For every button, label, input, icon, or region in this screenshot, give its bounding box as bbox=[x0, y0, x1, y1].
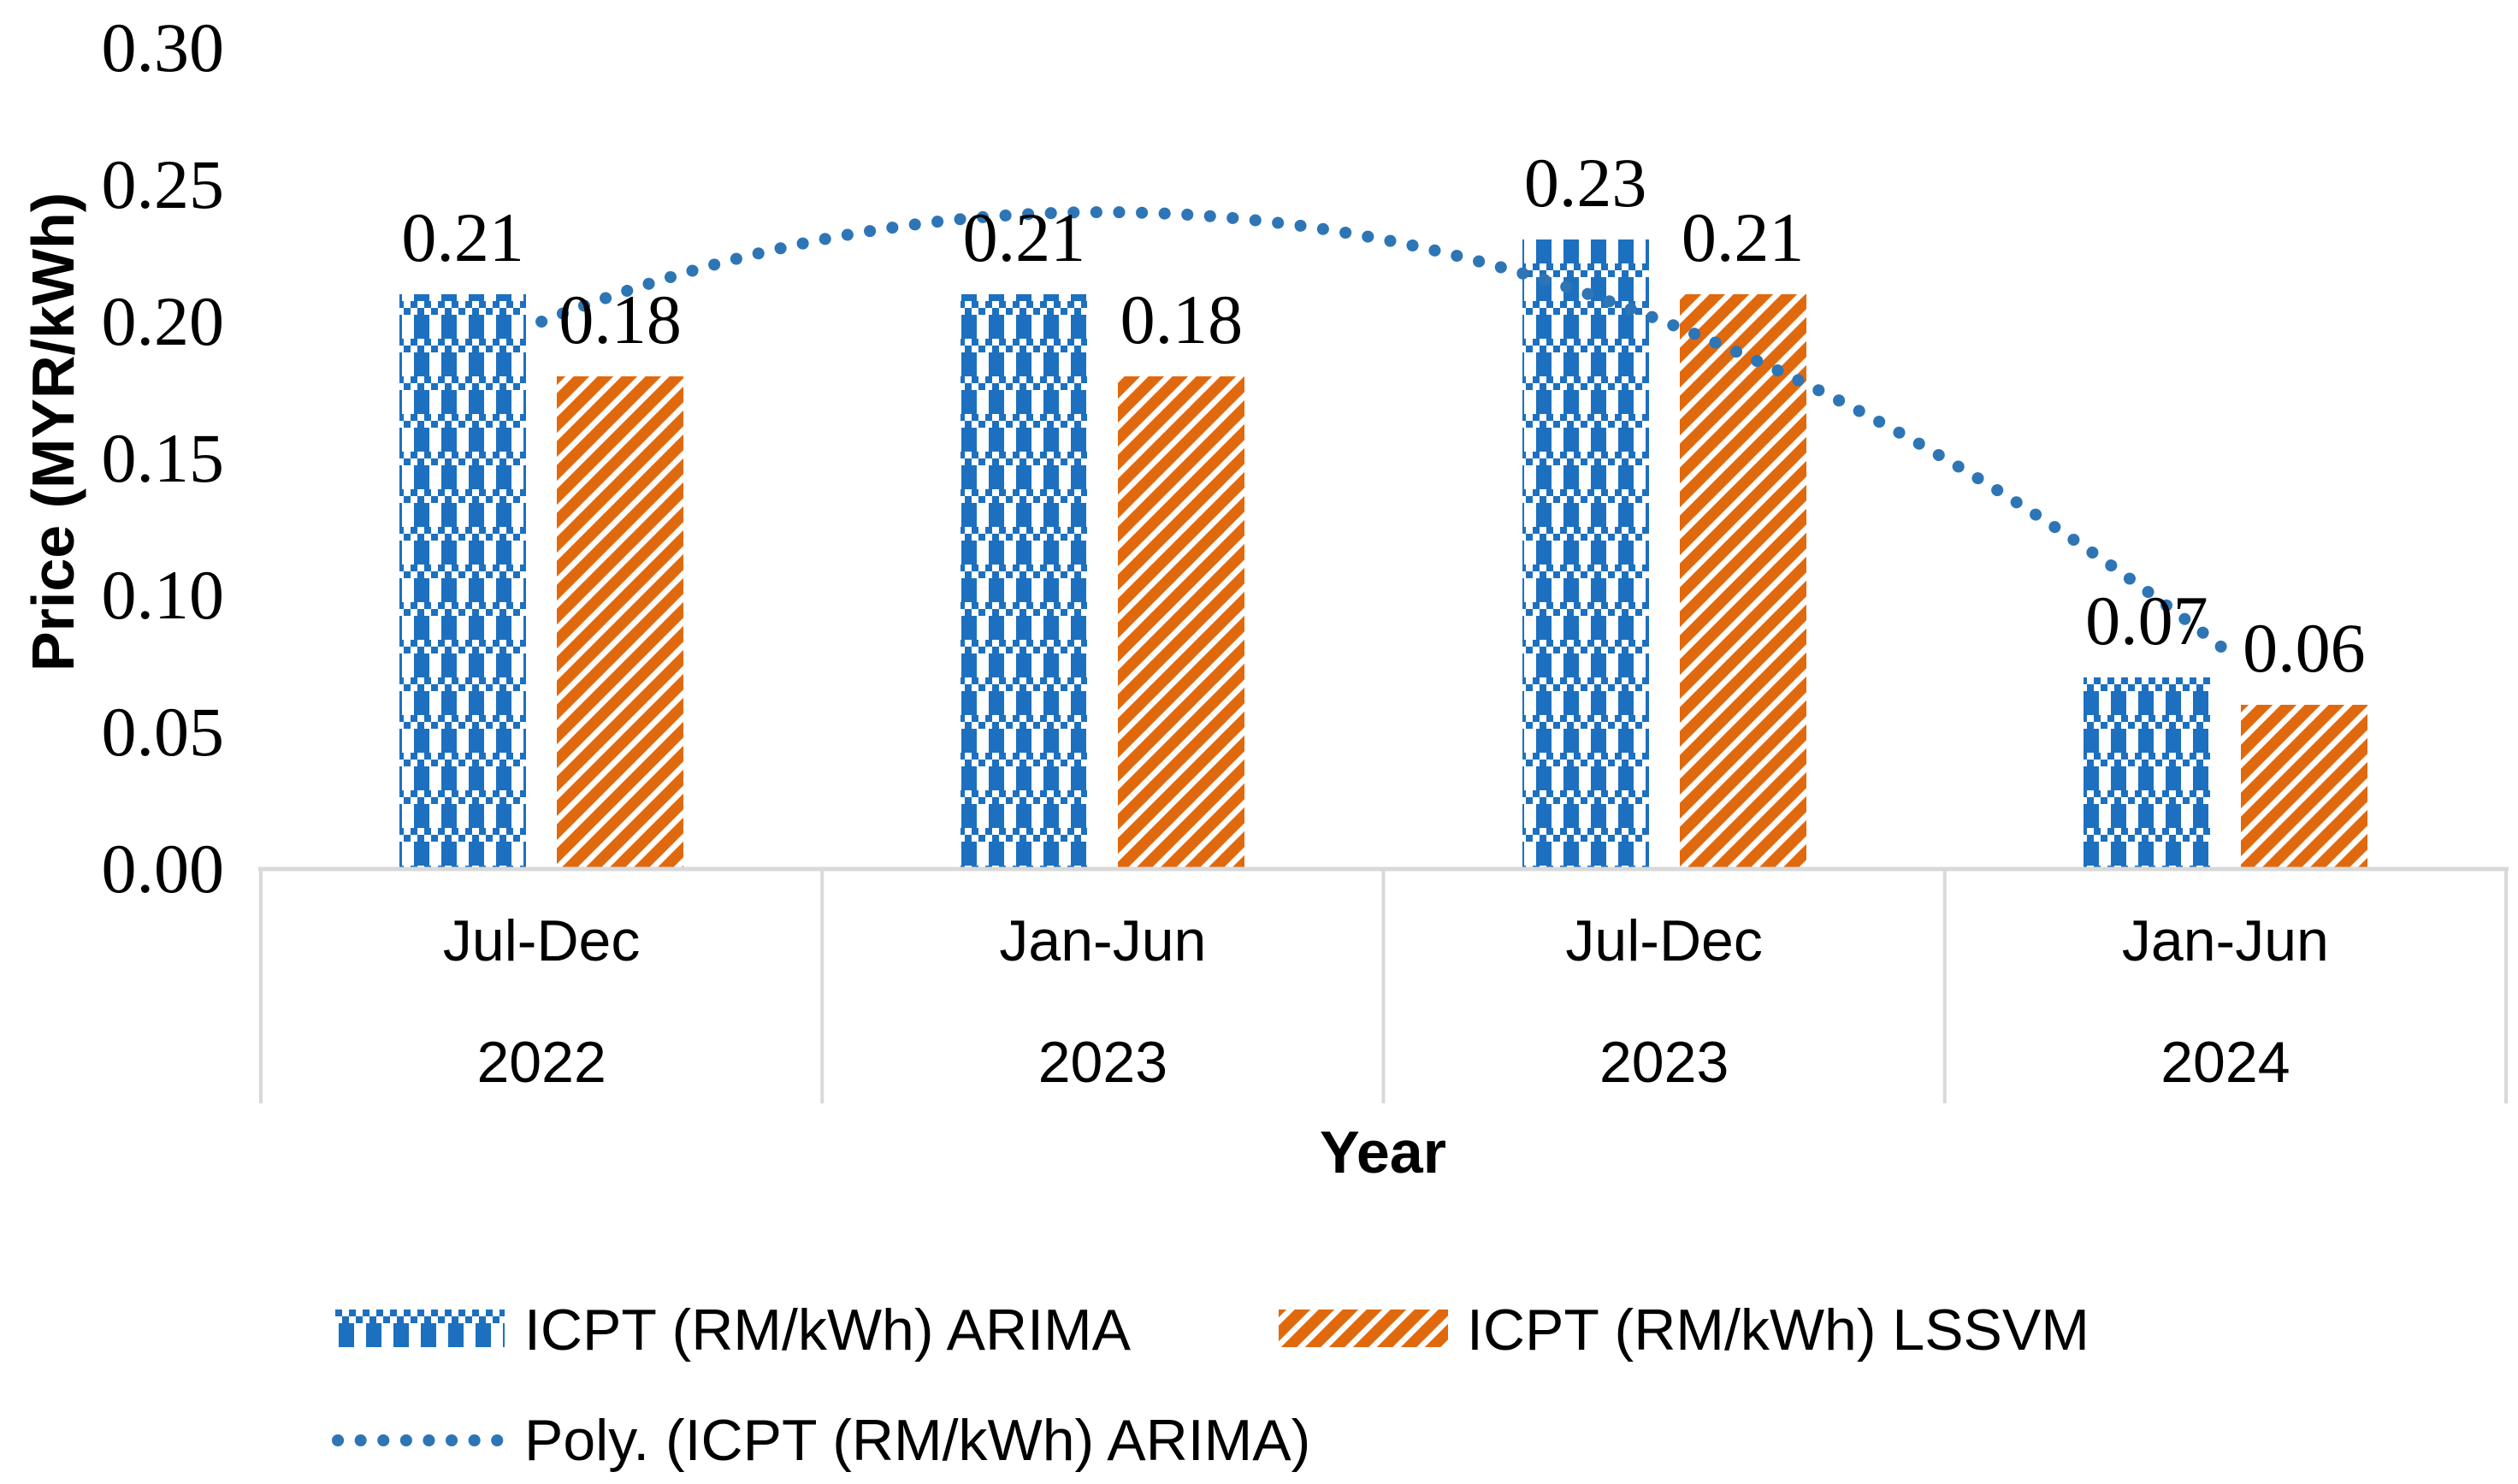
y-tick-label: 0.15 bbox=[101, 419, 225, 497]
bar-lssvm-3 bbox=[1680, 294, 1806, 869]
category-year-label: 2023 bbox=[1037, 1030, 1168, 1095]
y-tick-label: 0.00 bbox=[101, 830, 225, 908]
category-year-label: 2024 bbox=[2160, 1030, 2290, 1095]
bar-lssvm-1 bbox=[557, 376, 683, 869]
y-tick-label: 0.30 bbox=[101, 9, 225, 86]
trendline-path bbox=[535, 205, 2231, 656]
y-tick-label: 0.10 bbox=[101, 556, 225, 634]
bar-lssvm-2 bbox=[1118, 376, 1244, 869]
category-period-label: Jul-Dec bbox=[1565, 908, 1763, 973]
bar-value-label: 0.21 bbox=[401, 198, 524, 276]
legend-swatch-arima-icon bbox=[335, 1310, 505, 1347]
category-year-label: 2022 bbox=[476, 1030, 606, 1095]
bar-value-label: 0.23 bbox=[1523, 144, 1647, 222]
y-tick-label: 0.05 bbox=[101, 693, 225, 771]
category-period-label: Jan-Jun bbox=[2121, 908, 2329, 973]
legend-label-arima: ICPT (RM/kWh) ARIMA bbox=[524, 1298, 1131, 1363]
legend-label-trendline: Poly. (ICPT (RM/kWh) ARIMA) bbox=[524, 1408, 1311, 1473]
legend-swatch-lssvm-icon bbox=[1279, 1310, 1448, 1347]
bar-value-label: 0.21 bbox=[1681, 198, 1805, 276]
axis-lines bbox=[258, 866, 2509, 1103]
legend-label-lssvm: ICPT (RM/kWh) LSSVM bbox=[1467, 1298, 2089, 1363]
bar-arima-2 bbox=[961, 294, 1087, 869]
category-period-label: Jul-Dec bbox=[442, 908, 641, 973]
bar-arima-1 bbox=[399, 294, 526, 869]
bars-group bbox=[399, 239, 2367, 869]
x-axis-title: Year bbox=[1320, 1119, 1446, 1185]
legend-swatch-trendline-icon bbox=[332, 1434, 510, 1446]
bar-value-label: 0.07 bbox=[2085, 582, 2208, 659]
bar-value-label: 0.18 bbox=[1120, 281, 1244, 358]
y-tick-label: 0.20 bbox=[101, 282, 225, 360]
bar-value-label: 0.06 bbox=[2243, 609, 2366, 687]
category-period-label: Jan-Jun bbox=[999, 908, 1207, 973]
bar-value-label: 0.18 bbox=[559, 281, 682, 358]
bar-arima-3 bbox=[1522, 239, 1649, 869]
y-tick-label: 0.25 bbox=[101, 145, 225, 223]
bar-lssvm-4 bbox=[2241, 705, 2367, 869]
y-axis-title: Price (MYR/kWh) bbox=[20, 192, 86, 672]
bar-arima-4 bbox=[2084, 677, 2210, 869]
category-year-label: 2023 bbox=[1599, 1030, 1729, 1095]
bar-value-label: 0.21 bbox=[962, 198, 1086, 276]
